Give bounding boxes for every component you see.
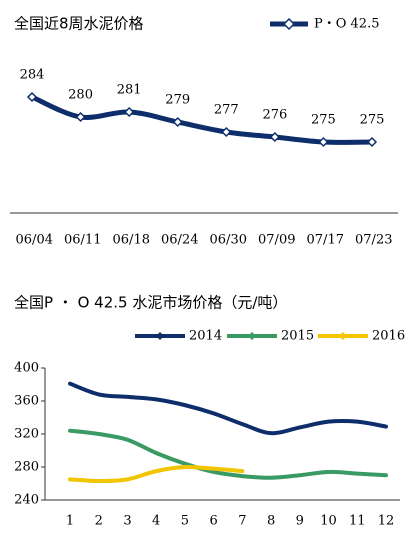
x-tick-label: 6 [209,514,217,529]
x-tick-label: 06/30 [210,233,247,248]
chart-title: 全国近8周水泥价格 [14,15,144,33]
x-tick-label: 07/23 [355,233,392,248]
x-tick-label: 11 [349,514,366,529]
data-label: 275 [360,113,385,128]
chart-title: 全国P ・ O 42.5 水泥市场价格（元/吨） [14,294,287,312]
y-tick-label: 400 [14,361,39,376]
x-tick-label: 12 [378,514,395,529]
marker [172,116,183,128]
marker [366,136,378,148]
line [68,464,245,484]
x-tick-label: 07/09 [258,233,295,248]
legend-marker [282,17,296,31]
legend-marker [156,332,164,340]
data-label: 275 [311,113,336,128]
data-label: 279 [165,93,190,108]
data-label: 276 [262,108,287,123]
marker [269,131,280,143]
x-tick-label: 06/24 [161,233,198,248]
x-tick-label: 8 [267,514,275,529]
x-tick-label: 06/04 [16,233,53,248]
y-tick-label: 320 [14,427,39,442]
x-tick-label: 1 [66,514,74,529]
x-tick-label: 5 [181,514,189,529]
y-tick-label: 280 [14,460,39,475]
x-tick-label: 2 [95,514,103,529]
data-label: 281 [117,83,142,98]
data-label: 277 [214,103,239,118]
legend-label: P・O 42.5 [314,17,379,32]
x-tick-label: 7 [238,514,246,529]
x-tick-label: 4 [152,514,160,529]
marker [75,111,86,123]
data-label: 280 [68,88,93,103]
legend-label: 2015 [281,329,314,344]
x-tick-label: 9 [296,514,304,529]
legend-label: 2014 [189,329,222,344]
legend-marker [248,332,256,340]
legend-label: 2016 [372,329,405,344]
x-tick-label: 06/11 [64,233,101,248]
y-tick-label: 240 [14,493,39,508]
marker [124,106,135,118]
marker [318,136,329,148]
x-tick-label: 3 [123,514,131,529]
data-label: 284 [20,68,45,83]
y-tick-label: 360 [14,394,39,409]
x-tick-label: 10 [320,514,337,529]
x-tick-label: 06/18 [113,233,150,248]
legend-marker [339,332,347,340]
line [68,381,388,436]
marker [26,91,38,103]
line [68,428,388,480]
x-tick-label: 07/17 [307,233,344,248]
marker [221,126,232,138]
